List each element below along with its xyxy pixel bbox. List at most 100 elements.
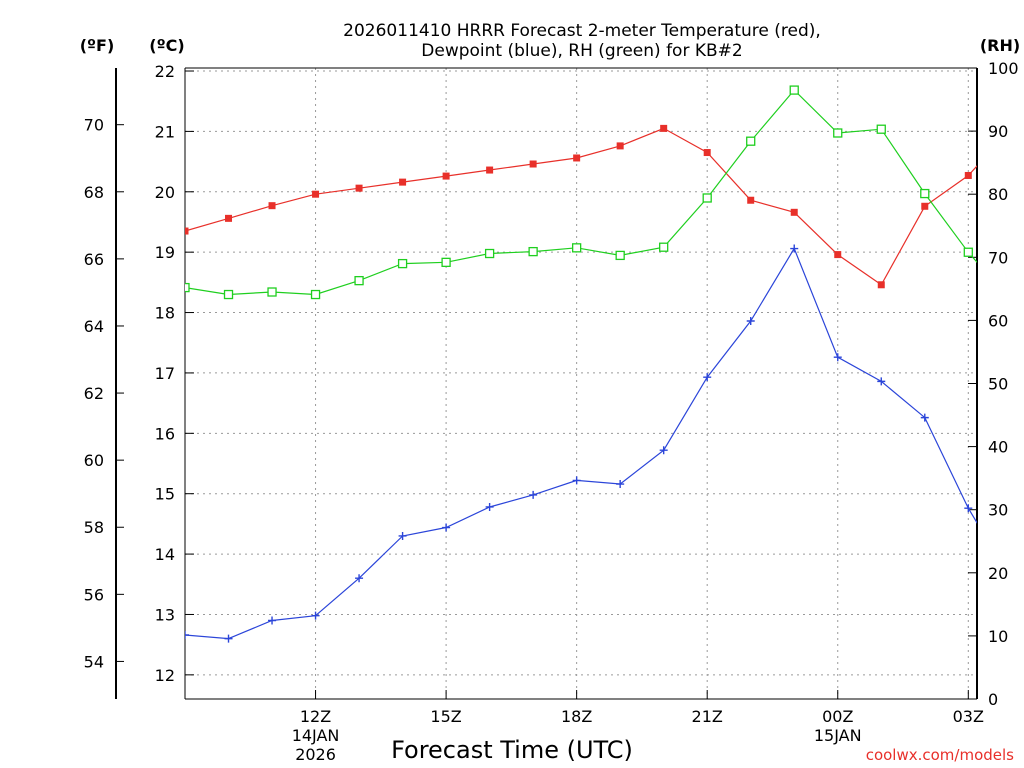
- rh-point: [659, 242, 669, 252]
- fahrenheit-tick-label: 58: [84, 518, 104, 537]
- dewpoint-point: [572, 476, 581, 485]
- dewpoint-point: [616, 480, 625, 489]
- celsius-tick-label: 22: [155, 62, 175, 81]
- fahrenheit-tick-label: 56: [84, 585, 104, 604]
- dewpoint-point: [1008, 577, 1016, 585]
- dewpoint-point: [703, 373, 712, 382]
- celsius-axis-label: (ºC): [149, 36, 184, 55]
- celsius-tick-label: 13: [155, 605, 175, 624]
- rh-point: [223, 289, 234, 300]
- fahrenheit-tick-label: 68: [84, 183, 104, 202]
- temperature-point: [660, 124, 668, 132]
- dewpoint-point: [442, 523, 451, 532]
- temperature-line: [185, 127, 977, 286]
- rh-tick-label: 50: [988, 375, 1008, 394]
- rh-point: [571, 243, 582, 253]
- rh-tick-label: 80: [988, 185, 1008, 204]
- fahrenheit-tick-label: 60: [84, 451, 104, 470]
- celsius-tick-label: 12: [155, 666, 175, 685]
- rh-point: [267, 287, 277, 297]
- fahrenheit-tick-label: 64: [84, 317, 104, 336]
- dewpoint-point: [746, 317, 755, 326]
- rh-point: [702, 193, 712, 203]
- rh-point: [1008, 297, 1016, 305]
- dewpoint-point: [224, 634, 233, 643]
- rh-point: [528, 246, 538, 257]
- temperature-point: [442, 172, 450, 180]
- temperature-point: [921, 202, 929, 210]
- rh-tick-label: 60: [988, 311, 1008, 330]
- temperature-point: [1008, 124, 1015, 131]
- celsius-tick-label: 18: [155, 304, 175, 323]
- temperature-point: [185, 227, 189, 235]
- temperature-point: [616, 142, 624, 150]
- rh-tick-label: 70: [988, 248, 1008, 267]
- x-axis-title: Forecast Time (UTC): [391, 736, 633, 764]
- rh-point: [876, 124, 886, 134]
- credit-text: coolwx.com/models: [866, 746, 1014, 764]
- celsius-tick-label: 14: [155, 545, 175, 564]
- chart-title: 2026011410 HRRR Forecast 2-meter Tempera…: [343, 21, 821, 41]
- rh-point: [354, 275, 364, 286]
- dewpoint-point: [529, 490, 538, 499]
- dewpoint-line: [185, 247, 977, 640]
- dewpoint-point: [268, 616, 277, 625]
- rh-point: [484, 248, 495, 259]
- x-tick-label: 12Z: [300, 707, 331, 726]
- rh-tick-label: 10: [988, 627, 1008, 646]
- rh-point: [963, 247, 973, 257]
- rh-point: [746, 136, 756, 146]
- rh-point: [441, 257, 451, 267]
- temperature-point: [573, 154, 581, 162]
- temperature-point: [486, 166, 494, 174]
- fahrenheit-axis-label: (ºF): [80, 36, 115, 55]
- temperature-point: [964, 171, 972, 179]
- x-tick-label: 00Z: [822, 707, 853, 726]
- x-tick-label: 18Z: [561, 707, 592, 726]
- dewpoint-point: [833, 353, 842, 362]
- rh-point: [833, 128, 843, 138]
- rh-point: [310, 289, 321, 300]
- rh-point: [185, 282, 190, 293]
- dewpoint-point: [355, 574, 364, 583]
- rh-tick-label: 100: [988, 59, 1019, 78]
- dewpoint-point: [659, 446, 668, 455]
- rh-point: [397, 258, 408, 269]
- temperature-point: [877, 281, 885, 289]
- x-tick-label: 15Z: [430, 707, 461, 726]
- rh-line: [185, 89, 977, 296]
- x-date-label: 14JAN: [292, 726, 340, 745]
- rh-point: [615, 250, 625, 261]
- celsius-tick-label: 21: [155, 122, 175, 141]
- celsius-tick-label: 17: [155, 364, 175, 383]
- dewpoint-point: [398, 531, 407, 540]
- temperature-point: [312, 190, 320, 198]
- rh-point: [920, 188, 930, 199]
- temperature-point: [747, 196, 755, 204]
- temperature-point: [399, 178, 407, 186]
- rh-point: [789, 85, 799, 95]
- dewpoint-point: [920, 413, 929, 422]
- rh-tick-label: 30: [988, 501, 1008, 520]
- rh-axis-label: (RH): [980, 36, 1020, 55]
- chart-subtitle: Dewpoint (blue), RH (green) for KB#2: [421, 41, 742, 61]
- rh-tick-label: 40: [988, 438, 1008, 457]
- celsius-tick-label: 16: [155, 424, 175, 443]
- series-layer: [185, 85, 1016, 643]
- dewpoint-point: [311, 611, 320, 620]
- axis-layer: 12 13 14 15 16 17 18 19 20 21 22 54 56 58 60 62 64 66 68 70…: [84, 59, 1019, 764]
- celsius-tick-label: 20: [155, 183, 175, 202]
- rh-tick-label: 20: [988, 564, 1008, 583]
- dewpoint-point: [964, 504, 973, 513]
- dewpoint-point: [485, 502, 494, 511]
- rh-tick-label: 90: [988, 122, 1008, 141]
- celsius-tick-label: 19: [155, 243, 175, 262]
- dewpoint-point: [185, 630, 189, 639]
- temperature-point: [834, 251, 842, 259]
- temperature-point: [790, 208, 798, 216]
- temperature-point: [355, 184, 363, 192]
- temperature-point: [225, 214, 233, 222]
- temperature-point: [703, 149, 711, 157]
- x-year-label: 2026: [295, 745, 336, 764]
